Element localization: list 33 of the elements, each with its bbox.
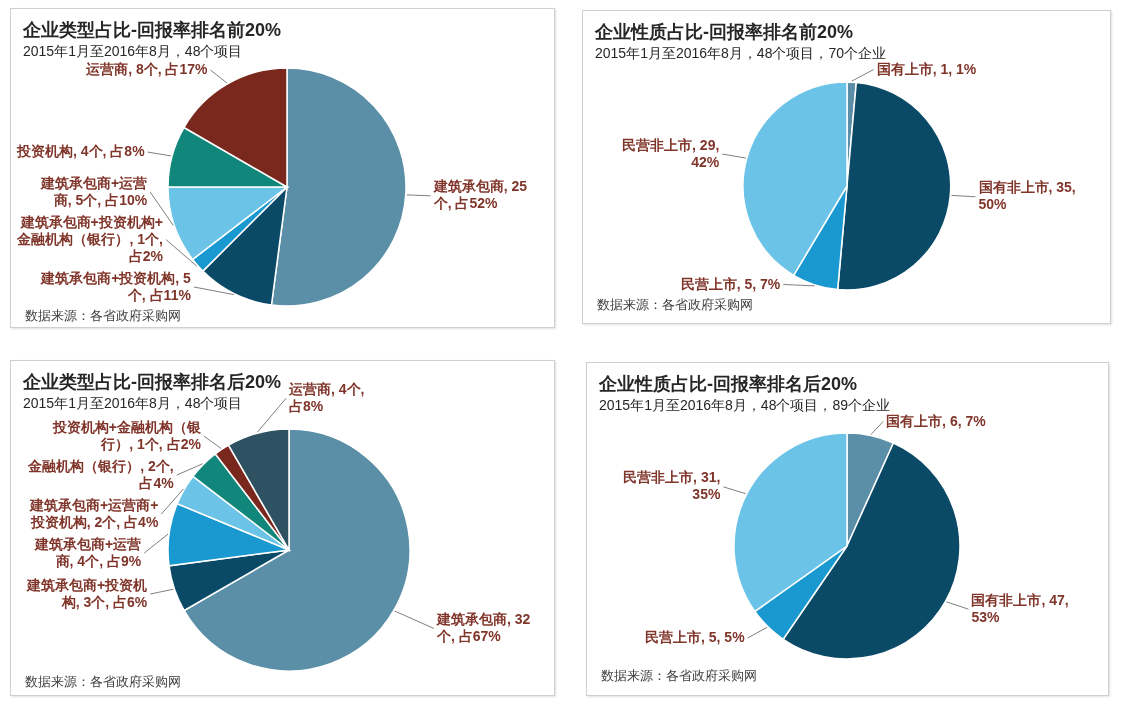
slice-label: 金融机构（银行）, 2个, 占4% (27, 457, 175, 491)
chart-title: 企业性质占比-回报率排名后20% (598, 373, 858, 394)
slice-label: 民营非上市, 29, 42% (622, 136, 720, 170)
source-note: 数据来源：各省政府采购网 (597, 297, 753, 312)
slice-label: 建筑承包商, 32个, 占67% (435, 611, 531, 644)
slice-label: 建筑承包商+投资机构, 3个, 占6% (26, 576, 148, 610)
chart-title: 企业类型占比-回报率排名后20% (22, 371, 282, 392)
slice-label: 民营上市, 5, 5% (645, 629, 746, 646)
slice-label: 投资机构, 4个, 占8% (16, 143, 146, 160)
chart-title: 企业性质占比-回报率排名前20% (594, 21, 854, 42)
slice-label: 国有上市, 6, 7% (886, 412, 987, 429)
chart-subtitle: 2015年1月至2016年8月，48个项目 (23, 42, 243, 59)
slice-label: 民营上市, 5, 7% (680, 275, 781, 292)
slice-label: 国有非上市, 35, 50% (978, 179, 1076, 213)
source-note: 数据来源：各省政府采购网 (601, 668, 757, 683)
slice-label: 建筑承包商, 25个, 占52% (432, 178, 528, 212)
slice-label: 建筑承包商+运营商, 5个, 占10% (39, 174, 148, 208)
slice-label: 民营非上市, 31, 35% (623, 469, 721, 503)
source-note: 数据来源：各省政府采购网 (25, 308, 181, 323)
source-note: 数据来源：各省政府采购网 (25, 674, 181, 689)
slice-label: 建筑承包商+运营商+投资机构, 2个, 占4% (29, 496, 159, 530)
slice-label: 运营商, 8个, 占17% (85, 61, 209, 78)
slice-label: 国有上市, 1, 1% (876, 60, 977, 77)
slice-label: 国有非上市, 47, 53% (971, 591, 1069, 625)
chart-title: 企业类型占比-回报率排名前20% (22, 19, 282, 40)
chart-subtitle: 2015年1月至2016年8月，48个项目，89个企业 (599, 396, 891, 413)
slice-label: 建筑承包商+运营商, 4个, 占9% (33, 535, 142, 569)
chart-subtitle: 2015年1月至2016年8月，48个项目，70个企业 (595, 44, 887, 61)
slice-label: 建筑承包商+投资机构, 5个, 占11% (40, 269, 192, 303)
slice-label: 运营商, 4个, 占8% (288, 380, 365, 414)
slice-label: 建筑承包商+投资机构+金融机构（银行）, 1个, 占2% (16, 213, 164, 264)
text: 2015年1月至2016年8月，48个项目 (23, 394, 243, 411)
slice-label: 投资机构+金融机构（银行）, 1个, 占2% (51, 418, 202, 452)
